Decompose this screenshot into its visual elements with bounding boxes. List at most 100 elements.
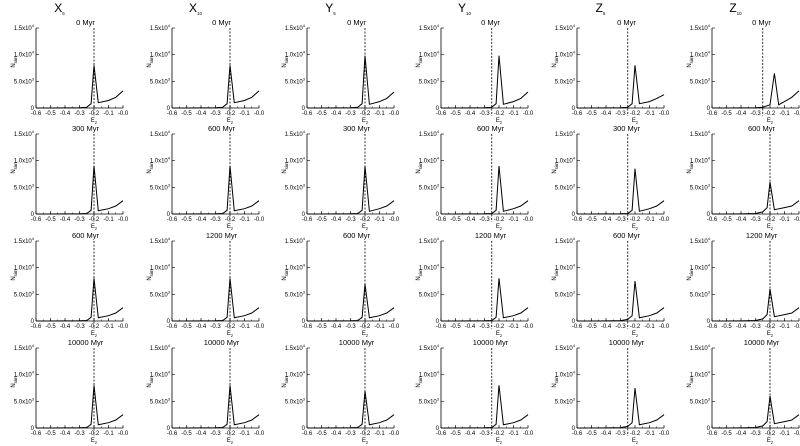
panel-title: 1200 Myr [475,231,507,240]
x-tick-label: -0.4 [465,111,476,117]
x-tick-label: -0.4 [331,111,342,117]
x-tick-label: -0.1 [239,111,250,117]
y-axis-label: Nsim [687,376,694,388]
y-tick-label: 1.5x104 [690,236,711,245]
panel-title: 0 Myr [212,18,231,27]
panel: 600 Myr-0.6-0.5-0.4-0.3-0.2-0.1-0.005.0x… [147,124,265,231]
x-tick-label: -0.6 [707,324,718,330]
x-tick-label: -0.1 [644,431,655,437]
panel: 1200 Myr-0.6-0.5-0.4-0.3-0.2-0.1-0.005.0… [147,231,265,338]
x-tick-label: -0.1 [779,324,790,330]
y-tick-label: 1.0x104 [14,50,35,59]
x-tick-label: -0.5 [45,431,56,437]
x-tick-label: -0.5 [721,111,732,117]
x-tick-label: -0.2 [494,324,505,330]
y-axis-label: Nsim [552,56,559,68]
x-tick-label: -0.6 [572,111,583,117]
panel: 0 Myr-0.6-0.5-0.4-0.3-0.2-0.1-0.005.0x10… [147,18,265,125]
y-tick-label: 0 [707,212,711,218]
series-line [36,278,124,322]
y-tick-label: 0 [572,319,576,325]
x-axis-label: Ez [227,118,234,125]
x-tick-label: -0.1 [644,217,655,223]
x-axis-label: Ez [767,224,774,231]
y-tick-label: 1.5x104 [419,236,440,245]
column-title: X10 [189,1,203,16]
y-tick-label: 1.5x104 [285,236,306,245]
y-tick-label: 0 [167,426,171,432]
x-tick-label: -0.5 [181,324,192,330]
y-tick-label: 0 [167,106,171,112]
x-tick-label: -0.1 [374,431,385,437]
series-line [441,165,529,215]
y-axis-label: Nsim [11,269,18,281]
x-tick-label: -0.4 [465,324,476,330]
x-tick-label: -0.1 [103,111,114,117]
x-tick-label: -0.6 [31,217,42,223]
panel: 0 Myr-0.6-0.5-0.4-0.3-0.2-0.1-0.005.0x10… [282,18,400,125]
y-tick-label: 1.5x104 [419,23,440,32]
panel-title: 300 Myr [72,124,100,133]
y-tick-label: 1.0x104 [555,156,576,165]
series-line [172,65,260,109]
x-tick-label: -0.3 [74,431,85,437]
x-tick-label: -0.3 [345,111,356,117]
series-line [172,278,260,322]
x-tick-label: -0.0 [523,111,534,117]
series-line [36,165,124,215]
x-tick-label: -0.4 [196,431,207,437]
y-tick-label: 0 [31,426,35,432]
panel: 10000 Myr-0.6-0.5-0.4-0.3-0.2-0.1-0.005.… [687,338,800,445]
series-line [307,165,395,215]
x-tick-label: -0.1 [103,324,114,330]
x-tick-label: -0.3 [74,111,85,117]
panel-title: 0 Myr [617,18,636,27]
x-tick-label: -0.6 [572,217,583,223]
x-tick-label: -0.5 [586,324,597,330]
y-tick-label: 5.0x103 [419,396,440,405]
series-line [307,55,395,109]
x-tick-label: -0.5 [721,217,732,223]
y-tick-label: 1.5x104 [150,343,171,352]
x-tick-label: -0.1 [779,111,790,117]
y-tick-label: 1.0x104 [150,50,171,59]
x-tick-label: -0.4 [736,431,747,437]
x-axis-label: Ez [362,331,369,338]
x-tick-label: -0.1 [374,217,385,223]
x-axis-label: Ez [91,438,98,445]
panel-title: 0 Myr [752,18,771,27]
panel-title: 0 Myr [481,18,500,27]
column-title: Z5 [596,1,606,16]
x-axis-label: Ez [496,224,503,231]
y-tick-label: 0 [707,426,711,432]
panel-title: 10000 Myr [339,338,375,347]
series-line [577,168,665,215]
series-line [307,391,395,429]
y-tick-label: 5.0x103 [14,182,35,191]
y-tick-label: 1.0x104 [285,370,306,379]
panel-title: 0 Myr [76,18,95,27]
panel-title: 600 Myr [477,124,505,133]
x-tick-label: -0.0 [118,111,129,117]
x-tick-label: -0.1 [508,217,519,223]
column-title: Z10 [729,1,742,16]
x-tick-label: -0.5 [181,431,192,437]
y-tick-label: 1.0x104 [285,263,306,272]
y-axis-label: Nsim [552,162,559,174]
x-axis-label: Ez [496,331,503,338]
series-line [36,65,124,109]
panel-title: 10000 Myr [744,338,780,347]
y-tick-label: 1.5x104 [419,129,440,138]
x-tick-label: -0.5 [721,324,732,330]
y-tick-label: 5.0x103 [419,76,440,85]
x-tick-label: -0.4 [601,324,612,330]
y-tick-label: 5.0x103 [14,289,35,298]
x-tick-label: -0.5 [316,324,327,330]
panel: 0 Myr-0.6-0.5-0.4-0.3-0.2-0.1-0.005.0x10… [552,18,670,125]
y-axis-label: Nsim [687,162,694,174]
x-tick-label: -0.1 [103,431,114,437]
x-tick-label: -0.1 [779,431,790,437]
x-axis-label: Ez [767,118,774,125]
y-tick-label: 5.0x103 [14,76,35,85]
x-tick-label: -0.3 [74,217,85,223]
